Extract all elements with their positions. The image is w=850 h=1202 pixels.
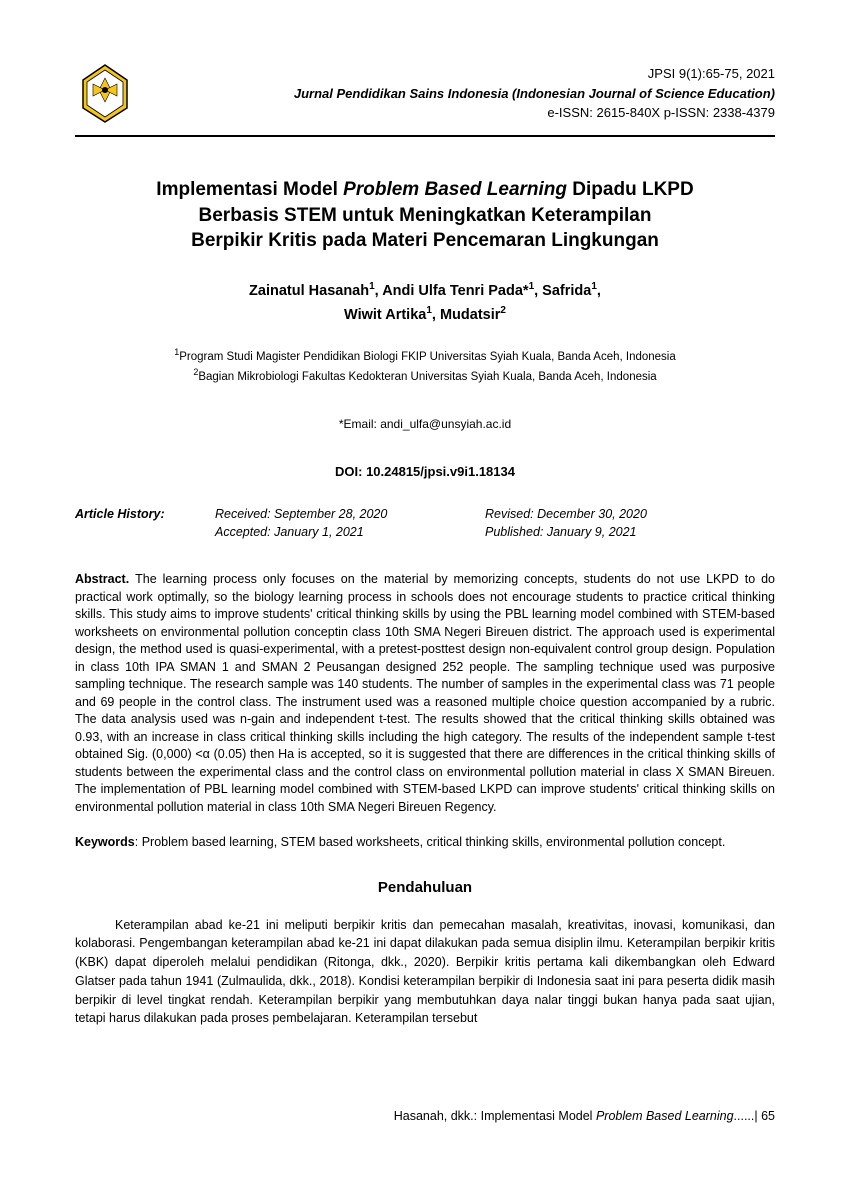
history-dates-col2: Revised: December 30, 2020 Published: Ja… bbox=[485, 506, 775, 541]
history-dates-col1: Received: September 28, 2020 Accepted: J… bbox=[215, 506, 485, 541]
header-text-block: JPSI 9(1):65-75, 2021 Jurnal Pendidikan … bbox=[150, 60, 775, 123]
page-footer: Hasanah, dkk.: Implementasi Model Proble… bbox=[75, 1108, 775, 1126]
article-history: Article History: Received: September 28,… bbox=[75, 506, 775, 541]
abstract-block: Abstract. The learning process only focu… bbox=[75, 571, 775, 816]
journal-name: Jurnal Pendidikan Sains Indonesia (Indon… bbox=[150, 84, 775, 104]
affiliations-block: 1Program Studi Magister Pendidikan Biolo… bbox=[75, 346, 775, 386]
citation-line: JPSI 9(1):65-75, 2021 bbox=[150, 64, 775, 84]
article-title: Implementasi Model Problem Based Learnin… bbox=[75, 177, 775, 254]
doi-line: DOI: 10.24815/jpsi.v9i1.18134 bbox=[75, 463, 775, 481]
issn-line: e-ISSN: 2615-840X p-ISSN: 2338-4379 bbox=[150, 103, 775, 123]
body-paragraph: Keterampilan abad ke-21 ini meliputi ber… bbox=[75, 916, 775, 1029]
journal-logo bbox=[75, 60, 135, 130]
corresponding-email: *Email: andi_ulfa@unsyiah.ac.id bbox=[75, 416, 775, 433]
keywords-block: Keywords: Problem based learning, STEM b… bbox=[75, 834, 775, 852]
history-label: Article History: bbox=[75, 506, 215, 541]
header-divider bbox=[75, 135, 775, 137]
journal-header: JPSI 9(1):65-75, 2021 Jurnal Pendidikan … bbox=[75, 60, 775, 130]
section-heading-pendahuluan: Pendahuluan bbox=[75, 877, 775, 898]
authors-block: Zainatul Hasanah1, Andi Ulfa Tenri Pada*… bbox=[75, 279, 775, 326]
